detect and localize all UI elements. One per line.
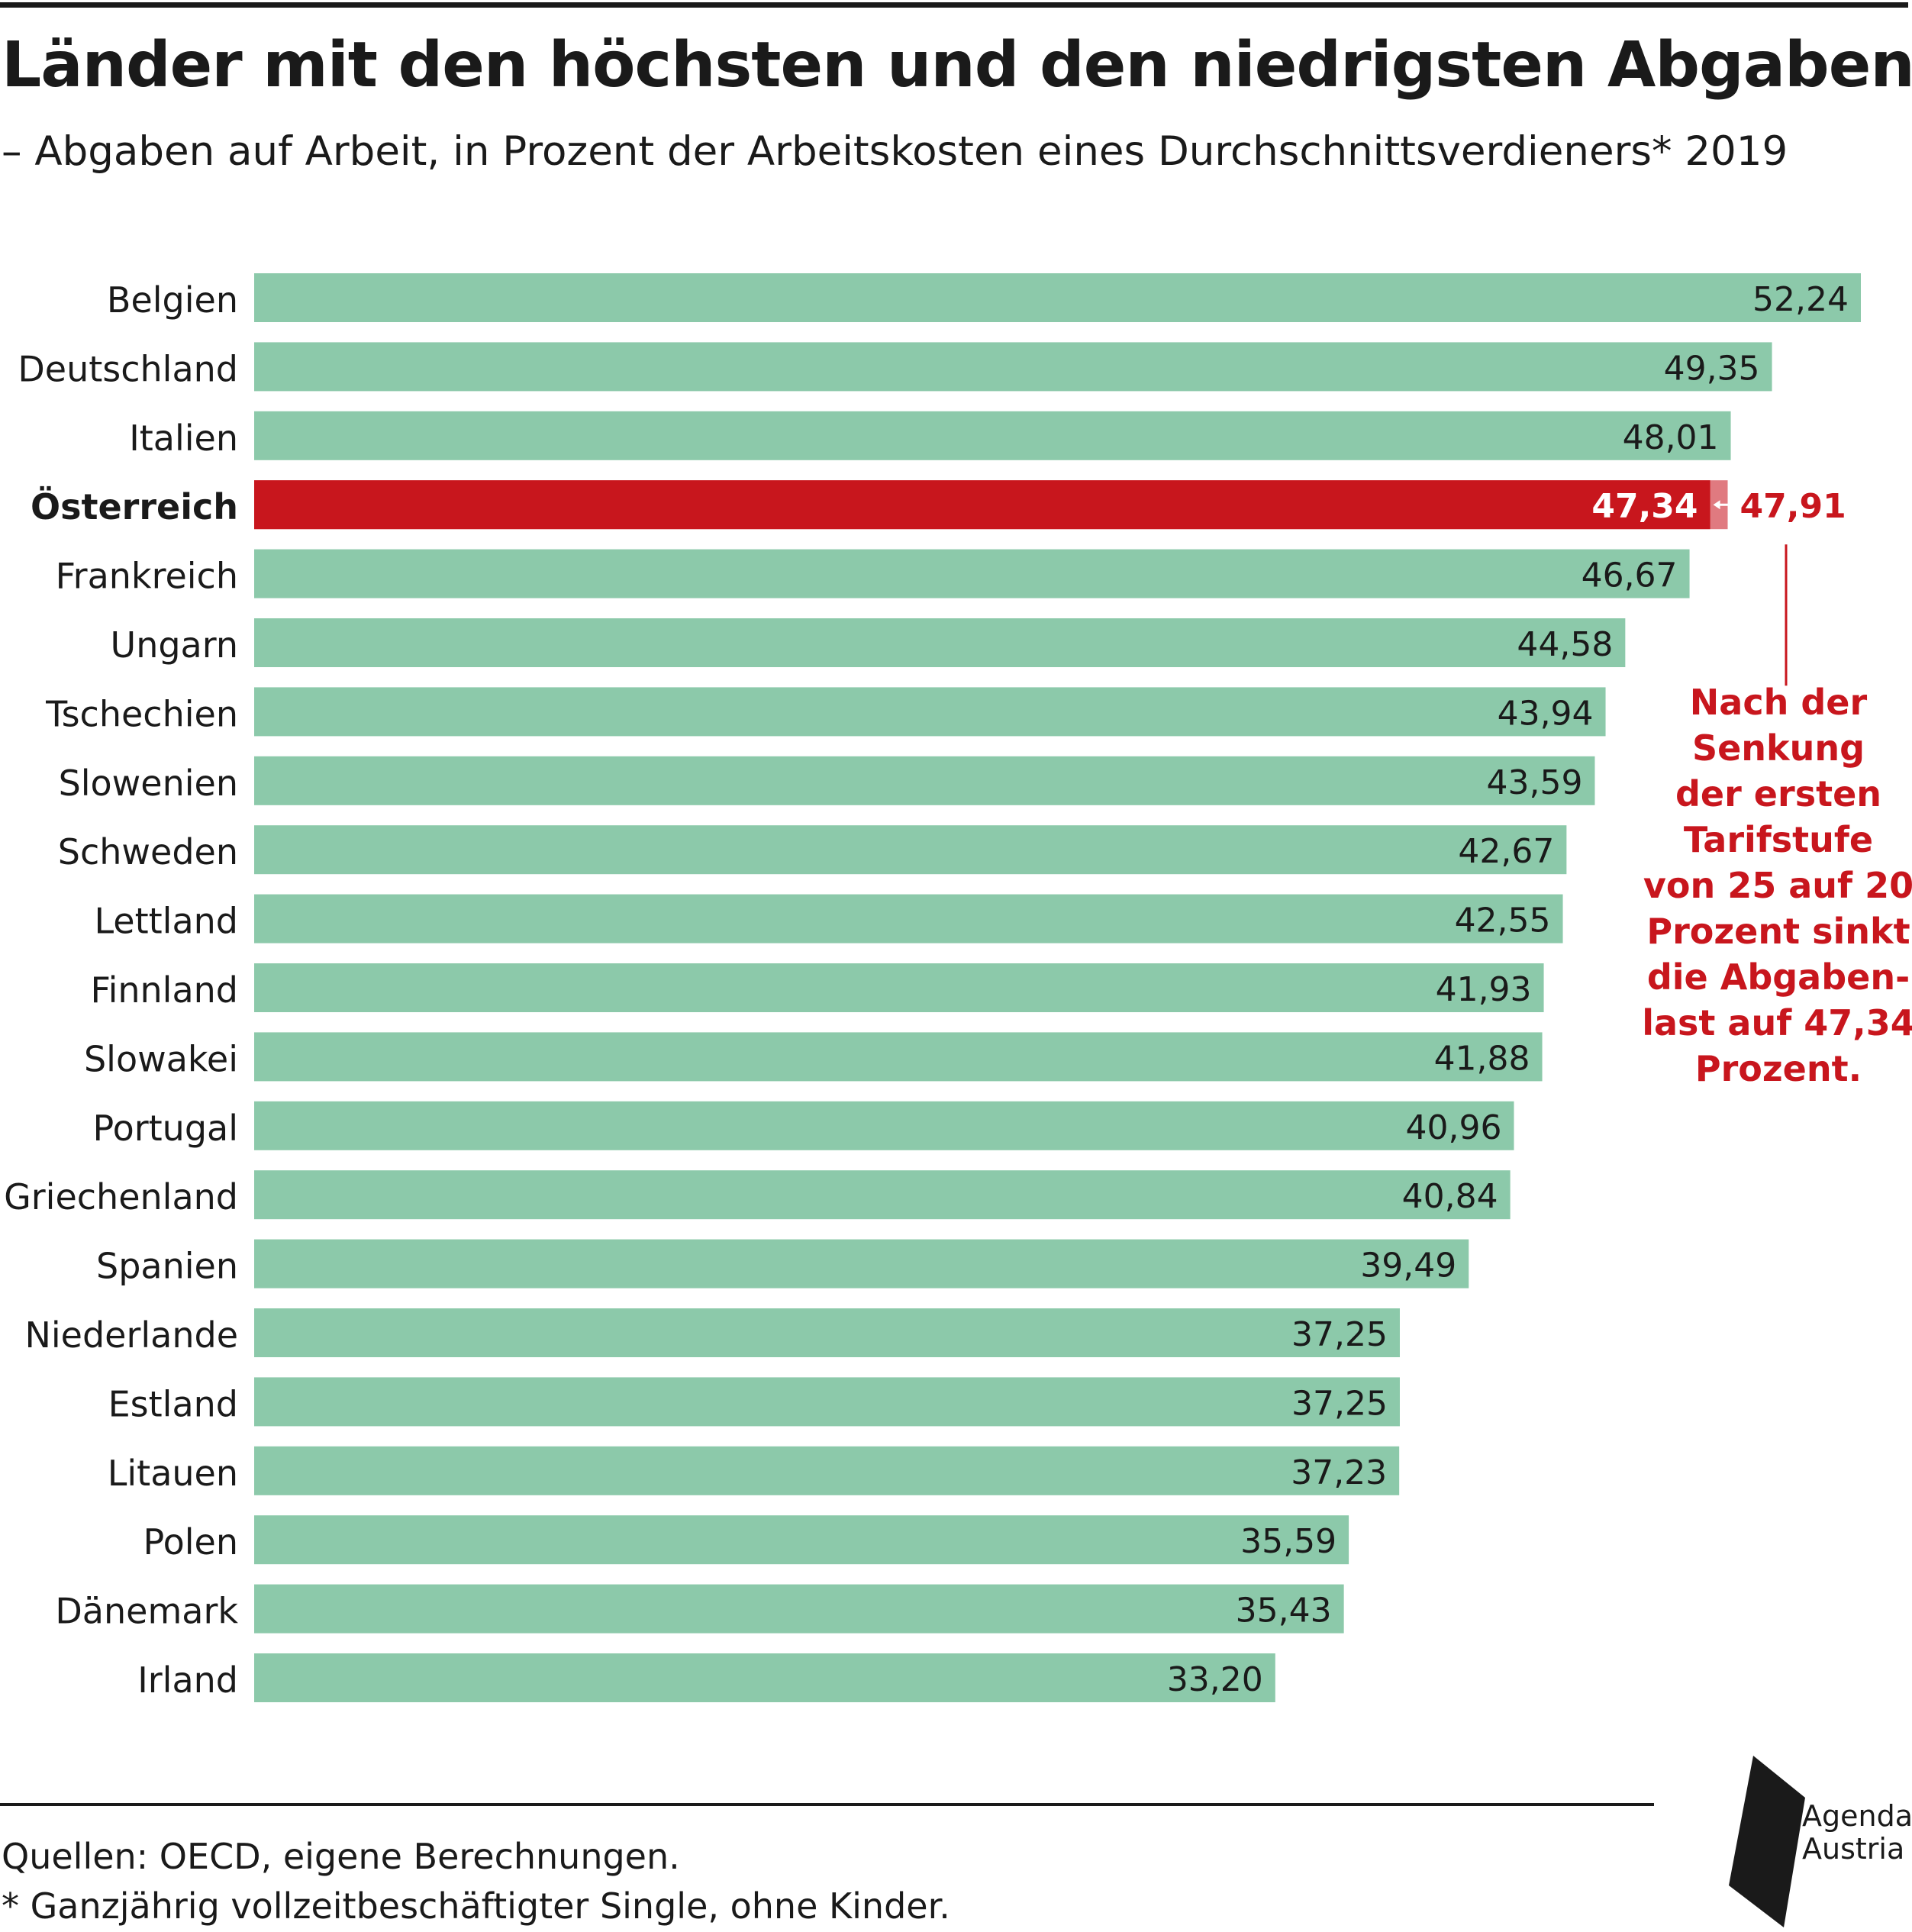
annotation-text: Nach der Senkung der ersten Tarifstufe von 2… <box>1641 679 1912 1092</box>
value-label: 43,94 <box>1498 694 1594 733</box>
bar <box>254 825 1567 875</box>
bar <box>254 1032 1543 1082</box>
arrow-head-icon <box>1713 500 1720 510</box>
value-label: 35,59 <box>1240 1522 1336 1561</box>
value-label: 40,96 <box>1406 1108 1502 1147</box>
value-label: 37,23 <box>1291 1453 1387 1492</box>
category-label: Italien <box>129 418 238 459</box>
annotation-line: die Abgaben- <box>1646 956 1910 998</box>
annotation-line: von 25 auf 20 <box>1643 865 1912 906</box>
value-label: 33,20 <box>1167 1660 1263 1699</box>
category-label: Irland <box>137 1659 238 1701</box>
bar <box>254 618 1626 667</box>
top-rule <box>0 2 1908 8</box>
bar <box>254 1653 1275 1702</box>
category-label: Lettland <box>94 901 238 942</box>
value-label: 41,93 <box>1436 970 1532 1009</box>
category-label: Niederlande <box>24 1314 238 1356</box>
value-label: 47,34 <box>1591 487 1698 526</box>
bar <box>254 1170 1511 1220</box>
category-label: Portugal <box>92 1108 238 1149</box>
category-label: Slowakei <box>84 1038 238 1079</box>
annotation-line: Senkung <box>1691 727 1865 769</box>
bar <box>254 342 1772 392</box>
category-label: Österreich <box>31 486 238 527</box>
annotation-line: Prozent sinkt <box>1646 911 1910 952</box>
category-label: Belgien <box>107 279 238 321</box>
bar-chart: Belgien 52,24 Deutschland 49,35 Italien 48,01… <box>4 273 1861 1702</box>
logo-word-2: Austria <box>1802 1832 1905 1866</box>
value-label: 40,84 <box>1402 1177 1498 1216</box>
value-label: 43,59 <box>1486 763 1582 802</box>
annotation-line: Prozent. <box>1694 1048 1862 1089</box>
value-label: 37,25 <box>1291 1384 1388 1423</box>
bar <box>254 1446 1400 1495</box>
bar <box>254 1515 1349 1565</box>
bar <box>254 411 1731 460</box>
category-label: Deutschland <box>18 348 238 389</box>
bar <box>254 1377 1400 1427</box>
category-label: Slowenien <box>59 763 238 804</box>
value-label: 37,25 <box>1291 1315 1388 1354</box>
bar <box>254 1239 1469 1289</box>
category-label: Tschechien <box>45 693 238 734</box>
value-label: 42,55 <box>1455 901 1551 940</box>
category-label: Spanien <box>96 1246 238 1287</box>
category-label: Griechenland <box>4 1176 238 1218</box>
category-label: Dänemark <box>55 1591 238 1632</box>
chart-title: Länder mit den höchsten und den niedrigs… <box>2 29 1912 102</box>
previous-value-label: 47,91 <box>1740 487 1846 526</box>
bar <box>254 1101 1514 1150</box>
bar <box>254 549 1690 598</box>
value-label: 39,49 <box>1360 1247 1456 1285</box>
bar <box>254 273 1861 322</box>
bar <box>254 963 1544 1012</box>
value-label: 41,88 <box>1434 1039 1530 1078</box>
value-label: 49,35 <box>1664 349 1760 388</box>
annotation-line: der ersten <box>1675 773 1882 814</box>
category-label: Estland <box>108 1383 238 1424</box>
category-label: Ungarn <box>111 624 238 666</box>
value-label: 48,01 <box>1623 418 1719 457</box>
annotation-line: Nach der <box>1689 682 1868 723</box>
bottom-rule <box>0 1803 1654 1806</box>
value-label: 52,24 <box>1752 280 1849 319</box>
category-label: Frankreich <box>56 556 238 597</box>
category-label: Polen <box>143 1521 238 1563</box>
bar <box>254 1308 1400 1357</box>
value-label: 46,67 <box>1582 556 1678 595</box>
bar <box>254 687 1606 737</box>
category-label: Litauen <box>108 1453 238 1494</box>
value-label: 35,43 <box>1236 1592 1332 1630</box>
category-label: Schweden <box>58 831 238 872</box>
value-label: 42,67 <box>1458 832 1554 871</box>
bar <box>254 894 1563 943</box>
agenda-austria-logo-icon <box>1729 1756 1805 1927</box>
category-label: Finnland <box>90 969 238 1011</box>
bar <box>254 1584 1344 1634</box>
bar <box>254 756 1595 805</box>
value-label: 44,58 <box>1517 625 1613 664</box>
source-note: Quellen: OECD, eigene Berechnungen. <box>2 1836 680 1877</box>
annotation-line: Tarifstufe <box>1683 819 1874 860</box>
footnote: * Ganzjährig vollzeitbeschäftigter Singl… <box>2 1885 950 1927</box>
bar <box>254 480 1710 530</box>
logo-word-1: Agenda <box>1802 1799 1912 1833</box>
annotation-line: last auf 47,34 <box>1642 1002 1912 1043</box>
chart-subtitle: – Abgaben auf Arbeit, in Prozent der Arb… <box>2 128 1788 175</box>
